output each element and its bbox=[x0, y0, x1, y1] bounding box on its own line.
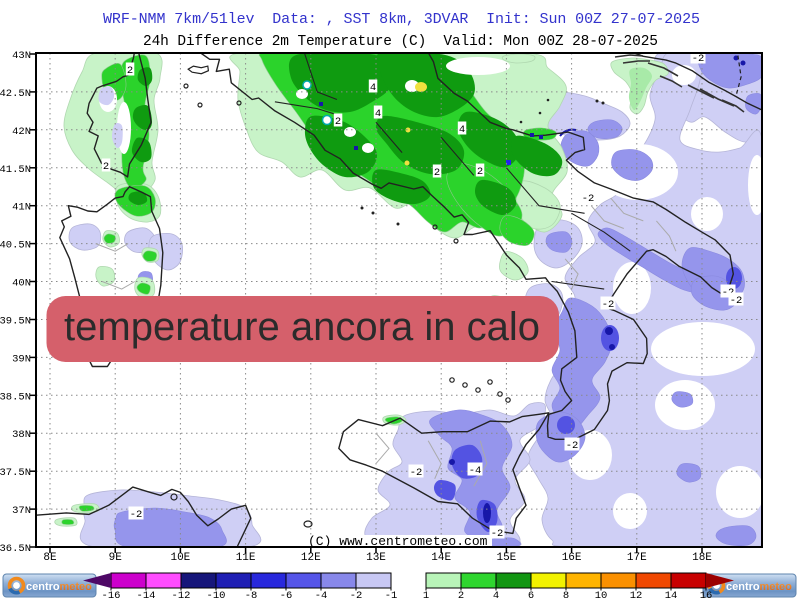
svg-text:16: 16 bbox=[700, 590, 713, 600]
svg-text:4: 4 bbox=[370, 82, 376, 94]
svg-text:centro: centro bbox=[26, 581, 60, 593]
svg-text:14: 14 bbox=[665, 590, 678, 600]
svg-text:4: 4 bbox=[375, 108, 381, 120]
svg-text:41.5N: 41.5N bbox=[0, 164, 31, 176]
svg-text:meteo: meteo bbox=[760, 581, 793, 593]
svg-text:(C) www.centrometeo.com: (C) www.centrometeo.com bbox=[308, 534, 488, 549]
svg-text:12E: 12E bbox=[301, 552, 321, 564]
svg-text:12: 12 bbox=[630, 590, 643, 600]
svg-text:-2: -2 bbox=[582, 193, 595, 205]
svg-text:16E: 16E bbox=[562, 552, 582, 564]
svg-text:-2: -2 bbox=[602, 299, 615, 311]
svg-text:4: 4 bbox=[459, 124, 465, 136]
svg-text:43N: 43N bbox=[12, 50, 31, 62]
svg-text:-2: -2 bbox=[491, 528, 504, 540]
svg-text:2: 2 bbox=[103, 161, 109, 173]
svg-text:centro: centro bbox=[726, 581, 760, 593]
svg-text:41N: 41N bbox=[12, 202, 31, 214]
svg-text:-14: -14 bbox=[137, 590, 156, 600]
svg-text:2: 2 bbox=[434, 167, 440, 179]
svg-text:18E: 18E bbox=[692, 552, 712, 564]
svg-text:36.5N: 36.5N bbox=[0, 543, 31, 555]
svg-text:40N: 40N bbox=[12, 278, 31, 290]
svg-text:-4: -4 bbox=[315, 590, 328, 600]
svg-text:40.5N: 40.5N bbox=[0, 240, 31, 252]
svg-text:37.5N: 37.5N bbox=[0, 467, 31, 479]
svg-text:17E: 17E bbox=[627, 552, 647, 564]
svg-text:4: 4 bbox=[493, 590, 499, 600]
svg-text:-2: -2 bbox=[566, 440, 579, 452]
svg-text:-12: -12 bbox=[172, 590, 191, 600]
svg-text:8E: 8E bbox=[43, 552, 57, 564]
svg-text:WRF-NMM 7km/51lev Data: , SST: WRF-NMM 7km/51lev Data: , SST 8km, 3DVAR… bbox=[103, 11, 700, 28]
svg-text:temperature ancora in calo: temperature ancora in calo bbox=[64, 305, 540, 349]
svg-text:-2: -2 bbox=[130, 509, 143, 521]
svg-text:10: 10 bbox=[595, 590, 608, 600]
svg-text:-6: -6 bbox=[280, 590, 293, 600]
svg-text:meteo: meteo bbox=[60, 581, 93, 593]
svg-text:39N: 39N bbox=[12, 353, 31, 365]
svg-text:2: 2 bbox=[127, 65, 133, 77]
svg-text:24h Difference 2m Temperature: 24h Difference 2m Temperature (C) Valid:… bbox=[143, 34, 658, 50]
svg-text:38.5N: 38.5N bbox=[0, 391, 31, 403]
svg-text:11E: 11E bbox=[236, 552, 256, 564]
svg-text:37N: 37N bbox=[12, 505, 31, 517]
svg-text:-1: -1 bbox=[385, 590, 398, 600]
svg-text:-2: -2 bbox=[692, 53, 705, 65]
svg-text:-2: -2 bbox=[410, 467, 423, 479]
svg-text:14E: 14E bbox=[431, 552, 451, 564]
svg-text:13E: 13E bbox=[366, 552, 386, 564]
svg-text:10E: 10E bbox=[170, 552, 190, 564]
svg-text:-16: -16 bbox=[102, 590, 121, 600]
svg-text:42N: 42N bbox=[12, 126, 31, 138]
svg-text:15E: 15E bbox=[496, 552, 516, 564]
svg-text:-8: -8 bbox=[245, 590, 258, 600]
svg-text:38N: 38N bbox=[12, 429, 31, 441]
svg-text:-4: -4 bbox=[469, 465, 482, 477]
svg-text:-2: -2 bbox=[350, 590, 363, 600]
svg-text:-10: -10 bbox=[207, 590, 226, 600]
svg-text:2: 2 bbox=[335, 116, 341, 128]
svg-text:-2: -2 bbox=[730, 295, 743, 307]
svg-text:6: 6 bbox=[528, 590, 534, 600]
svg-text:9E: 9E bbox=[109, 552, 123, 564]
svg-text:39.5N: 39.5N bbox=[0, 316, 31, 328]
svg-text:2: 2 bbox=[458, 590, 464, 600]
svg-text:2: 2 bbox=[477, 166, 483, 178]
svg-text:8: 8 bbox=[563, 590, 569, 600]
svg-text:1: 1 bbox=[423, 590, 429, 600]
svg-text:42.5N: 42.5N bbox=[0, 88, 31, 100]
